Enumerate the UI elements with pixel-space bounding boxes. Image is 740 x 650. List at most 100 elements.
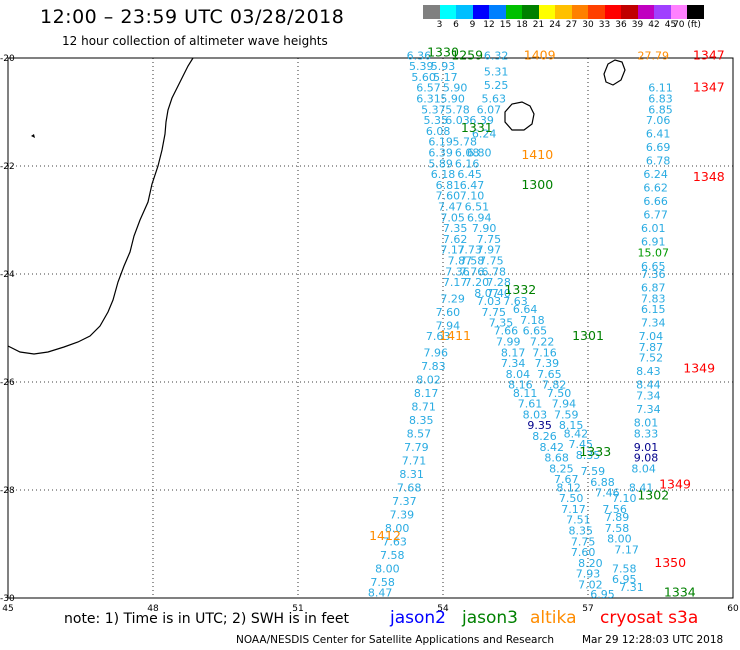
- pass-time-label: 1411: [439, 328, 471, 343]
- swh-value: 7.96: [424, 346, 449, 359]
- scale-label: 21: [532, 20, 545, 30]
- pass-time-label: 1348: [693, 169, 725, 184]
- swh-value: 8.33: [634, 427, 659, 440]
- lat-tick-label: -26: [0, 378, 15, 388]
- swh-value: 7.71: [402, 454, 427, 467]
- swh-value: 7.67: [554, 473, 579, 486]
- swh-value: 5.63: [482, 93, 507, 106]
- swh-value: 6.65: [641, 260, 666, 273]
- scale-label: 6: [453, 20, 459, 30]
- swh-value: 5.78: [453, 136, 478, 149]
- swh-value: 6.95: [612, 573, 637, 586]
- swh-value: 6.95: [590, 588, 615, 601]
- swh-value: 7.50: [547, 387, 572, 400]
- swh-value: 6.87: [641, 282, 666, 295]
- swh-value: 5.60: [411, 71, 436, 84]
- lon-tick-label: 48: [147, 604, 159, 614]
- scale-label: 70 (ft): [673, 20, 701, 30]
- swh-value: 7.50: [559, 492, 584, 505]
- swh-value: 7.52: [639, 352, 664, 365]
- swh-value: 5.78: [445, 103, 470, 116]
- axis-labels: 45 48 51 54 57 60 -20 -22 -24 -26 -28 -30: [0, 54, 739, 614]
- swh-value: 7.35: [443, 222, 468, 235]
- swh-value: 7.82: [542, 379, 567, 392]
- swh-value: 7.58: [612, 562, 637, 575]
- swh-value: 6.41: [646, 128, 671, 141]
- generation-timestamp: Mar 29 12:28:03 UTC 2018: [582, 634, 724, 646]
- swh-value: 8.42: [540, 441, 565, 454]
- swh-value: 6.08: [426, 125, 451, 138]
- legend-altika: altika: [530, 608, 577, 628]
- swh-value: 7.40: [486, 287, 511, 300]
- swh-value: 8.35: [576, 449, 601, 462]
- swh-value: 8.31: [399, 468, 424, 481]
- swh-value: 8.07: [474, 287, 499, 300]
- scale-label: 27: [565, 20, 578, 30]
- swh-value: 8.04: [506, 368, 531, 381]
- swh-value: 6.65: [523, 325, 548, 338]
- swh-value: 7.97: [477, 244, 502, 257]
- scale-label: 15: [499, 20, 512, 30]
- footnote: note: 1) Time is in UTC; 2) SWH is in fe…: [64, 611, 350, 627]
- swh-value: 7.60: [436, 306, 461, 319]
- page-subtitle: 12 hour collection of altimeter wave hei…: [62, 34, 328, 48]
- swh-value: 7.20: [465, 276, 490, 289]
- pass-time-label: 1259: [451, 47, 483, 62]
- swh-value: 7.58: [605, 522, 630, 535]
- swh-value: 8.04: [631, 462, 656, 475]
- swh-value: 6.16: [455, 157, 480, 170]
- swh-value: 7.58: [380, 549, 405, 562]
- swh-value: 8.26: [532, 430, 557, 443]
- swh-value: 7.75: [477, 233, 502, 246]
- lon-tick-label: 57: [582, 604, 593, 614]
- swh-value: 7.58: [460, 255, 485, 268]
- swh-value: 7.83: [421, 360, 446, 373]
- swh-value: 7.62: [443, 233, 468, 246]
- reunion-island: [504, 101, 535, 131]
- swh-value: 6.57: [416, 82, 441, 95]
- swh-value: 6.51: [465, 201, 490, 214]
- swh-value: 7.83: [641, 292, 666, 305]
- scale-swatch: [472, 5, 489, 19]
- swh-value: 9.01: [634, 441, 659, 454]
- credit-line: NOAA/NESDIS Center for Satellite Applica…: [236, 634, 554, 646]
- swh-value: 8.00: [375, 562, 400, 575]
- swh-value: 8.25: [549, 462, 574, 475]
- lat-tick-label: -24: [0, 270, 15, 280]
- swh-value: 7.66: [494, 325, 519, 338]
- swh-value: 7.73: [457, 244, 482, 257]
- swh-value: 5.89: [428, 157, 453, 170]
- swh-value: 7.99: [496, 336, 521, 349]
- swh-value: 8.11: [513, 387, 538, 400]
- swh-value: 6.31: [416, 93, 441, 106]
- swh-value: 8.00: [607, 533, 632, 546]
- pass-time-label: 1301: [572, 328, 604, 343]
- swh-value: 7.39: [535, 357, 560, 370]
- swh-value: 7.34: [636, 403, 661, 416]
- lon-tick-label: 45: [2, 604, 13, 614]
- small-island: [31, 134, 35, 138]
- swh-value: 7.31: [619, 581, 644, 594]
- swh-value: 8.71: [411, 400, 436, 413]
- pass-time-label: 1410: [521, 147, 553, 162]
- swh-value: 6.39: [428, 147, 453, 160]
- swh-value: 7.87: [448, 255, 473, 268]
- pass-time-label: 1350: [654, 555, 686, 570]
- swh-value: 6.80: [467, 147, 492, 160]
- lon-tick-label: 51: [292, 604, 303, 614]
- swh-value: 27.79: [638, 49, 670, 62]
- swh-value: 6.24: [472, 128, 497, 141]
- swh-value: 7.16: [532, 346, 557, 359]
- pass-time-label: 1300: [521, 177, 553, 192]
- swh-value: 5.31: [484, 66, 509, 79]
- scale-swatch: [505, 5, 522, 19]
- swh-value: 7.47: [438, 201, 463, 214]
- lon-tick-label: 54: [437, 604, 449, 614]
- swh-value: 7.22: [530, 336, 555, 349]
- swh-value: 7.60: [571, 546, 596, 559]
- swh-value: 7.36: [445, 265, 470, 278]
- swh-value: 7.87: [639, 341, 664, 354]
- pass-time-label: 1409: [524, 47, 556, 62]
- scale-swatch: [489, 5, 506, 19]
